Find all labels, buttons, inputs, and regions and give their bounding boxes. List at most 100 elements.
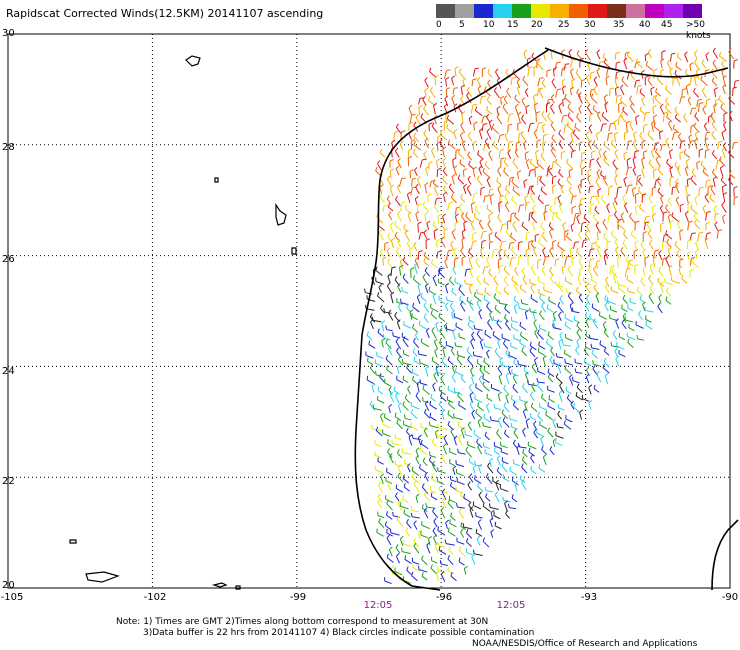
- wind-barb: [455, 326, 464, 331]
- wind-barb: [533, 322, 538, 330]
- wind-barb-flag: [382, 420, 384, 425]
- wind-barb-flag: [413, 538, 416, 543]
- wind-barb-flag: [617, 94, 622, 97]
- wind-barb: [486, 306, 493, 313]
- wind-barb: [431, 330, 437, 339]
- wind-barb-flag: [615, 168, 620, 171]
- wind-barb-flag: [483, 414, 486, 419]
- wind-barb-flag: [421, 483, 425, 488]
- wind-barb-flag: [590, 203, 595, 206]
- wind-barb-flag: [603, 140, 606, 145]
- wind-barb-flag: [443, 434, 447, 439]
- wind-barb-flag: [503, 265, 507, 270]
- wind-barb-flag: [520, 299, 523, 304]
- wind-barb: [538, 90, 544, 99]
- wind-barb: [591, 353, 599, 359]
- wind-barb-flag: [688, 134, 693, 138]
- wind-barb-flag: [466, 92, 470, 96]
- wind-barb: [536, 163, 545, 170]
- wind-barb: [396, 367, 400, 375]
- wind-barb-flag: [434, 542, 439, 546]
- wind-barb-flag: [412, 148, 416, 153]
- wind-barb: [429, 71, 437, 78]
- wind-barb: [427, 538, 431, 546]
- wind-barb-flag: [552, 184, 557, 188]
- wind-barb-flag: [383, 204, 388, 207]
- wind-barb-flag: [469, 392, 474, 396]
- wind-barb: [390, 294, 394, 304]
- wind-barb-flag: [442, 496, 446, 501]
- wind-barb: [537, 198, 544, 205]
- wind-barb-flag: [632, 156, 637, 160]
- wind-barb-flag: [429, 412, 432, 417]
- wind-barb-flag: [588, 334, 591, 339]
- wind-barb-flag: [448, 183, 452, 188]
- wind-barb: [474, 478, 482, 484]
- wind-barb-flag: [390, 168, 395, 172]
- wind-barb: [510, 235, 517, 242]
- wind-barb: [468, 164, 474, 170]
- wind-barb: [561, 267, 564, 275]
- wind-barb-flag: [458, 507, 463, 512]
- wind-barb-flag: [450, 572, 453, 577]
- wind-barb: [470, 223, 475, 231]
- wind-barb: [722, 86, 726, 95]
- wind-barb: [424, 475, 429, 482]
- wind-barb: [530, 457, 535, 464]
- wind-barb-flag: [450, 482, 452, 487]
- wind-barb-flag: [614, 119, 618, 123]
- wind-barb-flag: [369, 400, 373, 405]
- wind-barb: [434, 206, 440, 213]
- wind-barb-flag: [533, 420, 537, 425]
- wind-barb-flag: [450, 512, 453, 517]
- wind-barb: [402, 478, 409, 484]
- wind-barb: [631, 234, 638, 240]
- wind-barb: [676, 254, 682, 260]
- colorbar-label: 20: [531, 20, 543, 30]
- wind-barb: [607, 216, 610, 223]
- wind-barb-flag: [445, 112, 450, 116]
- wind-barb-flag: [686, 193, 691, 197]
- wind-barb: [381, 340, 384, 348]
- wind-barb-flag: [722, 75, 727, 79]
- wind-barb-flag: [603, 328, 607, 333]
- wind-barb-flag: [401, 201, 406, 204]
- wind-barb-flag: [430, 393, 433, 398]
- wind-barb: [496, 322, 502, 330]
- wind-barb-flag: [483, 342, 486, 347]
- wind-barb: [471, 556, 476, 565]
- wind-barb: [386, 178, 392, 186]
- wind-barb-flag: [564, 229, 569, 233]
- wind-barb-flag: [482, 167, 485, 172]
- wind-barb: [557, 365, 562, 374]
- wind-barb-flag: [449, 302, 454, 307]
- wind-barb: [389, 224, 394, 233]
- wind-barb: [538, 292, 546, 297]
- wind-barb: [432, 277, 438, 287]
- wind-barb-flag: [571, 205, 577, 209]
- wind-barb: [613, 214, 620, 221]
- wind-barb: [539, 406, 548, 411]
- colorbar-label: 35: [613, 20, 625, 30]
- wind-barb-flag: [496, 105, 501, 110]
- wind-barb-flag: [658, 250, 662, 254]
- wind-barb: [457, 481, 465, 486]
- wind-barb: [387, 451, 393, 459]
- wind-barb: [552, 440, 556, 448]
- wind-barb: [621, 322, 627, 330]
- wind-barb: [593, 287, 599, 295]
- wind-barb: [609, 88, 611, 97]
- wind-barb: [486, 352, 490, 359]
- wind-barb-flag: [556, 423, 559, 428]
- wind-barb-flag: [647, 48, 652, 53]
- wind-barb: [434, 77, 437, 86]
- wind-barb: [454, 316, 463, 321]
- wind-barb: [456, 541, 465, 545]
- wind-barb-flag: [684, 51, 688, 55]
- wind-barb-flag: [477, 418, 482, 422]
- wind-barb-flag: [542, 355, 547, 359]
- colorbar-swatch: [626, 4, 645, 18]
- wind-barb-flag: [423, 302, 427, 307]
- lake-outline: [214, 177, 219, 183]
- wind-barb-flag: [415, 447, 420, 451]
